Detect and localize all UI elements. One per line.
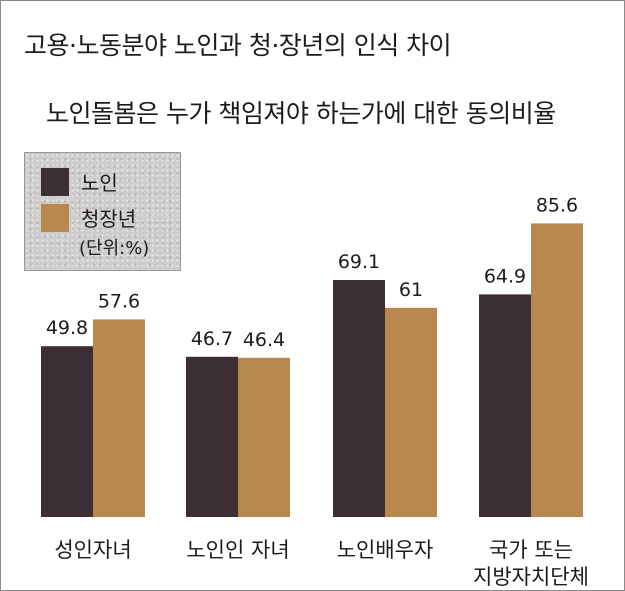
legend-unit: (단위:%) bbox=[79, 238, 150, 259]
value-label-elderly-2: 69.1 bbox=[338, 251, 380, 273]
bar-youth-3 bbox=[531, 223, 583, 517]
legend-label-elderly: 노인 bbox=[81, 171, 118, 195]
bar-elderly-3 bbox=[479, 294, 531, 517]
legend-item-youth: 청장년 bbox=[41, 203, 136, 232]
legend-item-elderly: 노인 bbox=[41, 167, 118, 196]
legend-swatch-elderly bbox=[41, 167, 69, 196]
category-label-0: 성인자녀 bbox=[54, 538, 131, 562]
chart-subtitle: 노인돌봄은 누가 책임져야 하는가에 대한 동의비율 bbox=[46, 99, 556, 128]
category-label-2: 노인배우자 bbox=[337, 538, 434, 562]
bar-elderly-1 bbox=[186, 356, 238, 517]
category-label-1: 노인인 자녀 bbox=[186, 538, 289, 562]
value-label-elderly-1: 46.7 bbox=[191, 328, 233, 350]
bar-elderly-2 bbox=[333, 280, 385, 517]
value-label-youth-1: 46.4 bbox=[243, 329, 285, 351]
legend-label-youth: 청장년 bbox=[81, 207, 137, 231]
bar-elderly-0 bbox=[41, 346, 93, 517]
legend: 노인 청장년 (단위:%) bbox=[24, 152, 181, 271]
legend-swatch-youth bbox=[41, 203, 69, 232]
value-label-youth-2: 61 bbox=[399, 279, 423, 301]
value-label-youth-3: 85.6 bbox=[536, 194, 578, 216]
value-label-youth-0: 57.6 bbox=[98, 290, 140, 312]
chart-title: 고용·노동분야 노인과 청·장년의 인식 차이 bbox=[24, 31, 452, 60]
bar-youth-2 bbox=[385, 307, 437, 517]
category-label-3-line-0: 국가 또는 bbox=[489, 538, 573, 562]
value-label-elderly-3: 64.9 bbox=[484, 265, 526, 287]
category-label-3-line-1: 지방자치단체 bbox=[473, 565, 589, 589]
bar-youth-1 bbox=[238, 357, 290, 517]
bar-youth-0 bbox=[93, 319, 145, 517]
value-label-elderly-0: 49.8 bbox=[46, 317, 88, 339]
